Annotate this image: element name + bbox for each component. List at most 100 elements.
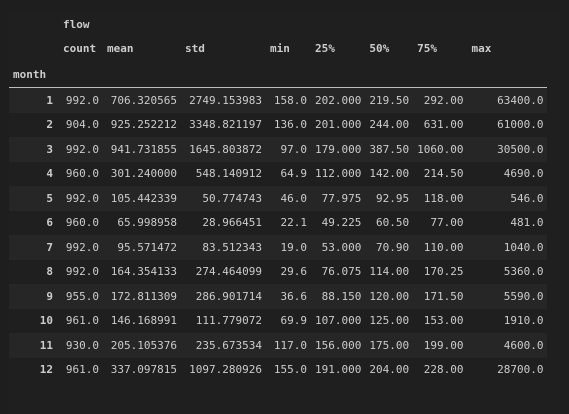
table-cell: 175.00 [369, 338, 410, 352]
row-index: 4 [46, 167, 53, 181]
table-cell: 69.9 [280, 314, 308, 328]
table-header: flow count mean std min 25% 50% 75% max … [9, 12, 548, 88]
table-cell: 235.673534 [195, 338, 262, 352]
table-cell: 49.225 [321, 216, 362, 230]
table-cell: 219.50 [369, 93, 410, 107]
table-cell: 199.00 [423, 338, 464, 352]
row-index: 9 [46, 289, 53, 303]
table-cell: 1645.803872 [189, 142, 262, 156]
table-cell: 274.464099 [195, 265, 262, 279]
row-index: 12 [39, 363, 53, 377]
table-cell: 92.95 [375, 191, 410, 205]
column-header: 75% [417, 42, 437, 56]
describe-dataframe: flow count mean std min 25% 50% 75% max … [9, 12, 548, 382]
table-cell: 301.240000 [110, 167, 177, 181]
table-cell: 77.00 [430, 216, 464, 230]
table-cell: 158.0 [273, 93, 307, 107]
table-cell: 244.00 [369, 118, 410, 132]
table-cell: 120.00 [369, 289, 410, 303]
table-cell: 5360.0 [503, 265, 544, 279]
table-cell: 955.0 [65, 289, 99, 303]
table-cell: 50.774743 [202, 191, 262, 205]
table-cell: 1910.0 [503, 314, 544, 328]
table-cell: 930.0 [65, 338, 99, 352]
row-index: 3 [46, 142, 53, 156]
table-cell: 105.442339 [110, 191, 177, 205]
table-cell: 1097.280926 [189, 363, 262, 377]
header-level-0-row: flow [9, 12, 547, 37]
table-cell: 61000.0 [497, 118, 544, 132]
index-name-row: month [9, 61, 548, 88]
index-name: month [13, 67, 47, 81]
table-cell: 64.9 [280, 167, 308, 181]
table-cell: 28700.0 [497, 363, 544, 377]
table-row: 9 955.0 172.811309 286.901714 36.6 88.150 120.… [9, 284, 548, 309]
column-header: count [63, 42, 97, 56]
table-cell: 125.00 [369, 314, 410, 328]
column-header: 25% [315, 42, 335, 56]
table-cell: 992.0 [65, 142, 99, 156]
cell-output-area [9, 12, 569, 414]
row-index: 2 [46, 118, 53, 132]
table-cell: 88.150 [321, 289, 362, 303]
table-row: 4 960.0 301.240000 548.140912 64.9 112.000 142… [9, 161, 548, 186]
table-cell: 170.25 [423, 265, 464, 279]
table-cell: 179.000 [315, 142, 362, 156]
table-cell: 546.0 [510, 191, 544, 205]
table-cell: 19.0 [280, 240, 308, 254]
table-cell: 201.000 [315, 118, 362, 132]
column-header: std [185, 42, 205, 56]
table-cell: 631.00 [423, 118, 464, 132]
table-cell: 77.975 [321, 191, 362, 205]
table-cell: 171.50 [423, 289, 464, 303]
table-row: 6 960.0 65.998958 28.966451 22.1 49.225 60.50 7… [9, 210, 548, 235]
table-cell: 202.000 [315, 93, 362, 107]
table-cell: 992.0 [65, 191, 99, 205]
table-cell: 337.097815 [110, 363, 177, 377]
table-cell: 205.105376 [110, 338, 177, 352]
column-header: max [471, 42, 492, 56]
table-cell: 114.00 [369, 265, 410, 279]
table-row: 3 992.0 941.731855 1645.803872 97.0 179.000 38… [9, 137, 548, 162]
row-index: 6 [46, 216, 53, 230]
table-cell: 153.00 [423, 314, 464, 328]
table-cell: 4600.0 [503, 338, 544, 352]
table-cell: 1060.00 [417, 142, 464, 156]
table-cell: 960.0 [65, 216, 99, 230]
table-cell: 36.6 [280, 289, 308, 303]
table-cell: 65.998958 [117, 216, 177, 230]
column-header: 50% [369, 42, 390, 56]
row-index: 5 [46, 191, 53, 205]
row-index: 11 [39, 338, 53, 352]
header-level-1-row: count mean std min 25% 50% 75% max [9, 37, 547, 62]
table-cell: 155.0 [273, 363, 307, 377]
table-row: 12 961.0 337.097815 1097.280926 155.0 191.000… [9, 357, 548, 382]
header-blank [9, 37, 59, 62]
column-header: mean [107, 42, 134, 56]
table-cell: 961.0 [65, 363, 99, 377]
table-cell: 30500.0 [497, 142, 544, 156]
table-cell: 22.1 [280, 216, 308, 230]
table-cell: 214.50 [423, 167, 464, 181]
table-cell: 387.50 [369, 142, 410, 156]
table-cell: 156.000 [315, 338, 362, 352]
table-cell: 60.50 [375, 216, 410, 230]
table-cell: 112.000 [315, 167, 362, 181]
column-header: min [270, 42, 290, 56]
table-cell: 1040.0 [503, 240, 544, 254]
table-cell: 286.901714 [195, 289, 262, 303]
table-cell: 117.0 [273, 338, 307, 352]
table-row: 10 961.0 146.168991 111.779072 69.9 107.000 12… [9, 308, 548, 333]
table-cell: 960.0 [65, 167, 99, 181]
table-cell: 706.320565 [110, 93, 177, 107]
table-cell: 481.0 [510, 216, 544, 230]
table-cell: 142.00 [369, 167, 410, 181]
table-row: 1 992.0 706.320565 2749.153983 158.0 202.000 2… [9, 87, 548, 113]
table-cell: 70.90 [375, 240, 410, 254]
table-cell: 992.0 [65, 240, 99, 254]
table-cell: 63400.0 [497, 93, 544, 107]
table-row: 11 930.0 205.105376 235.673534 117.0 156.000 1… [9, 333, 548, 358]
table-cell: 3348.821197 [189, 118, 262, 132]
table-cell: 136.0 [273, 118, 307, 132]
